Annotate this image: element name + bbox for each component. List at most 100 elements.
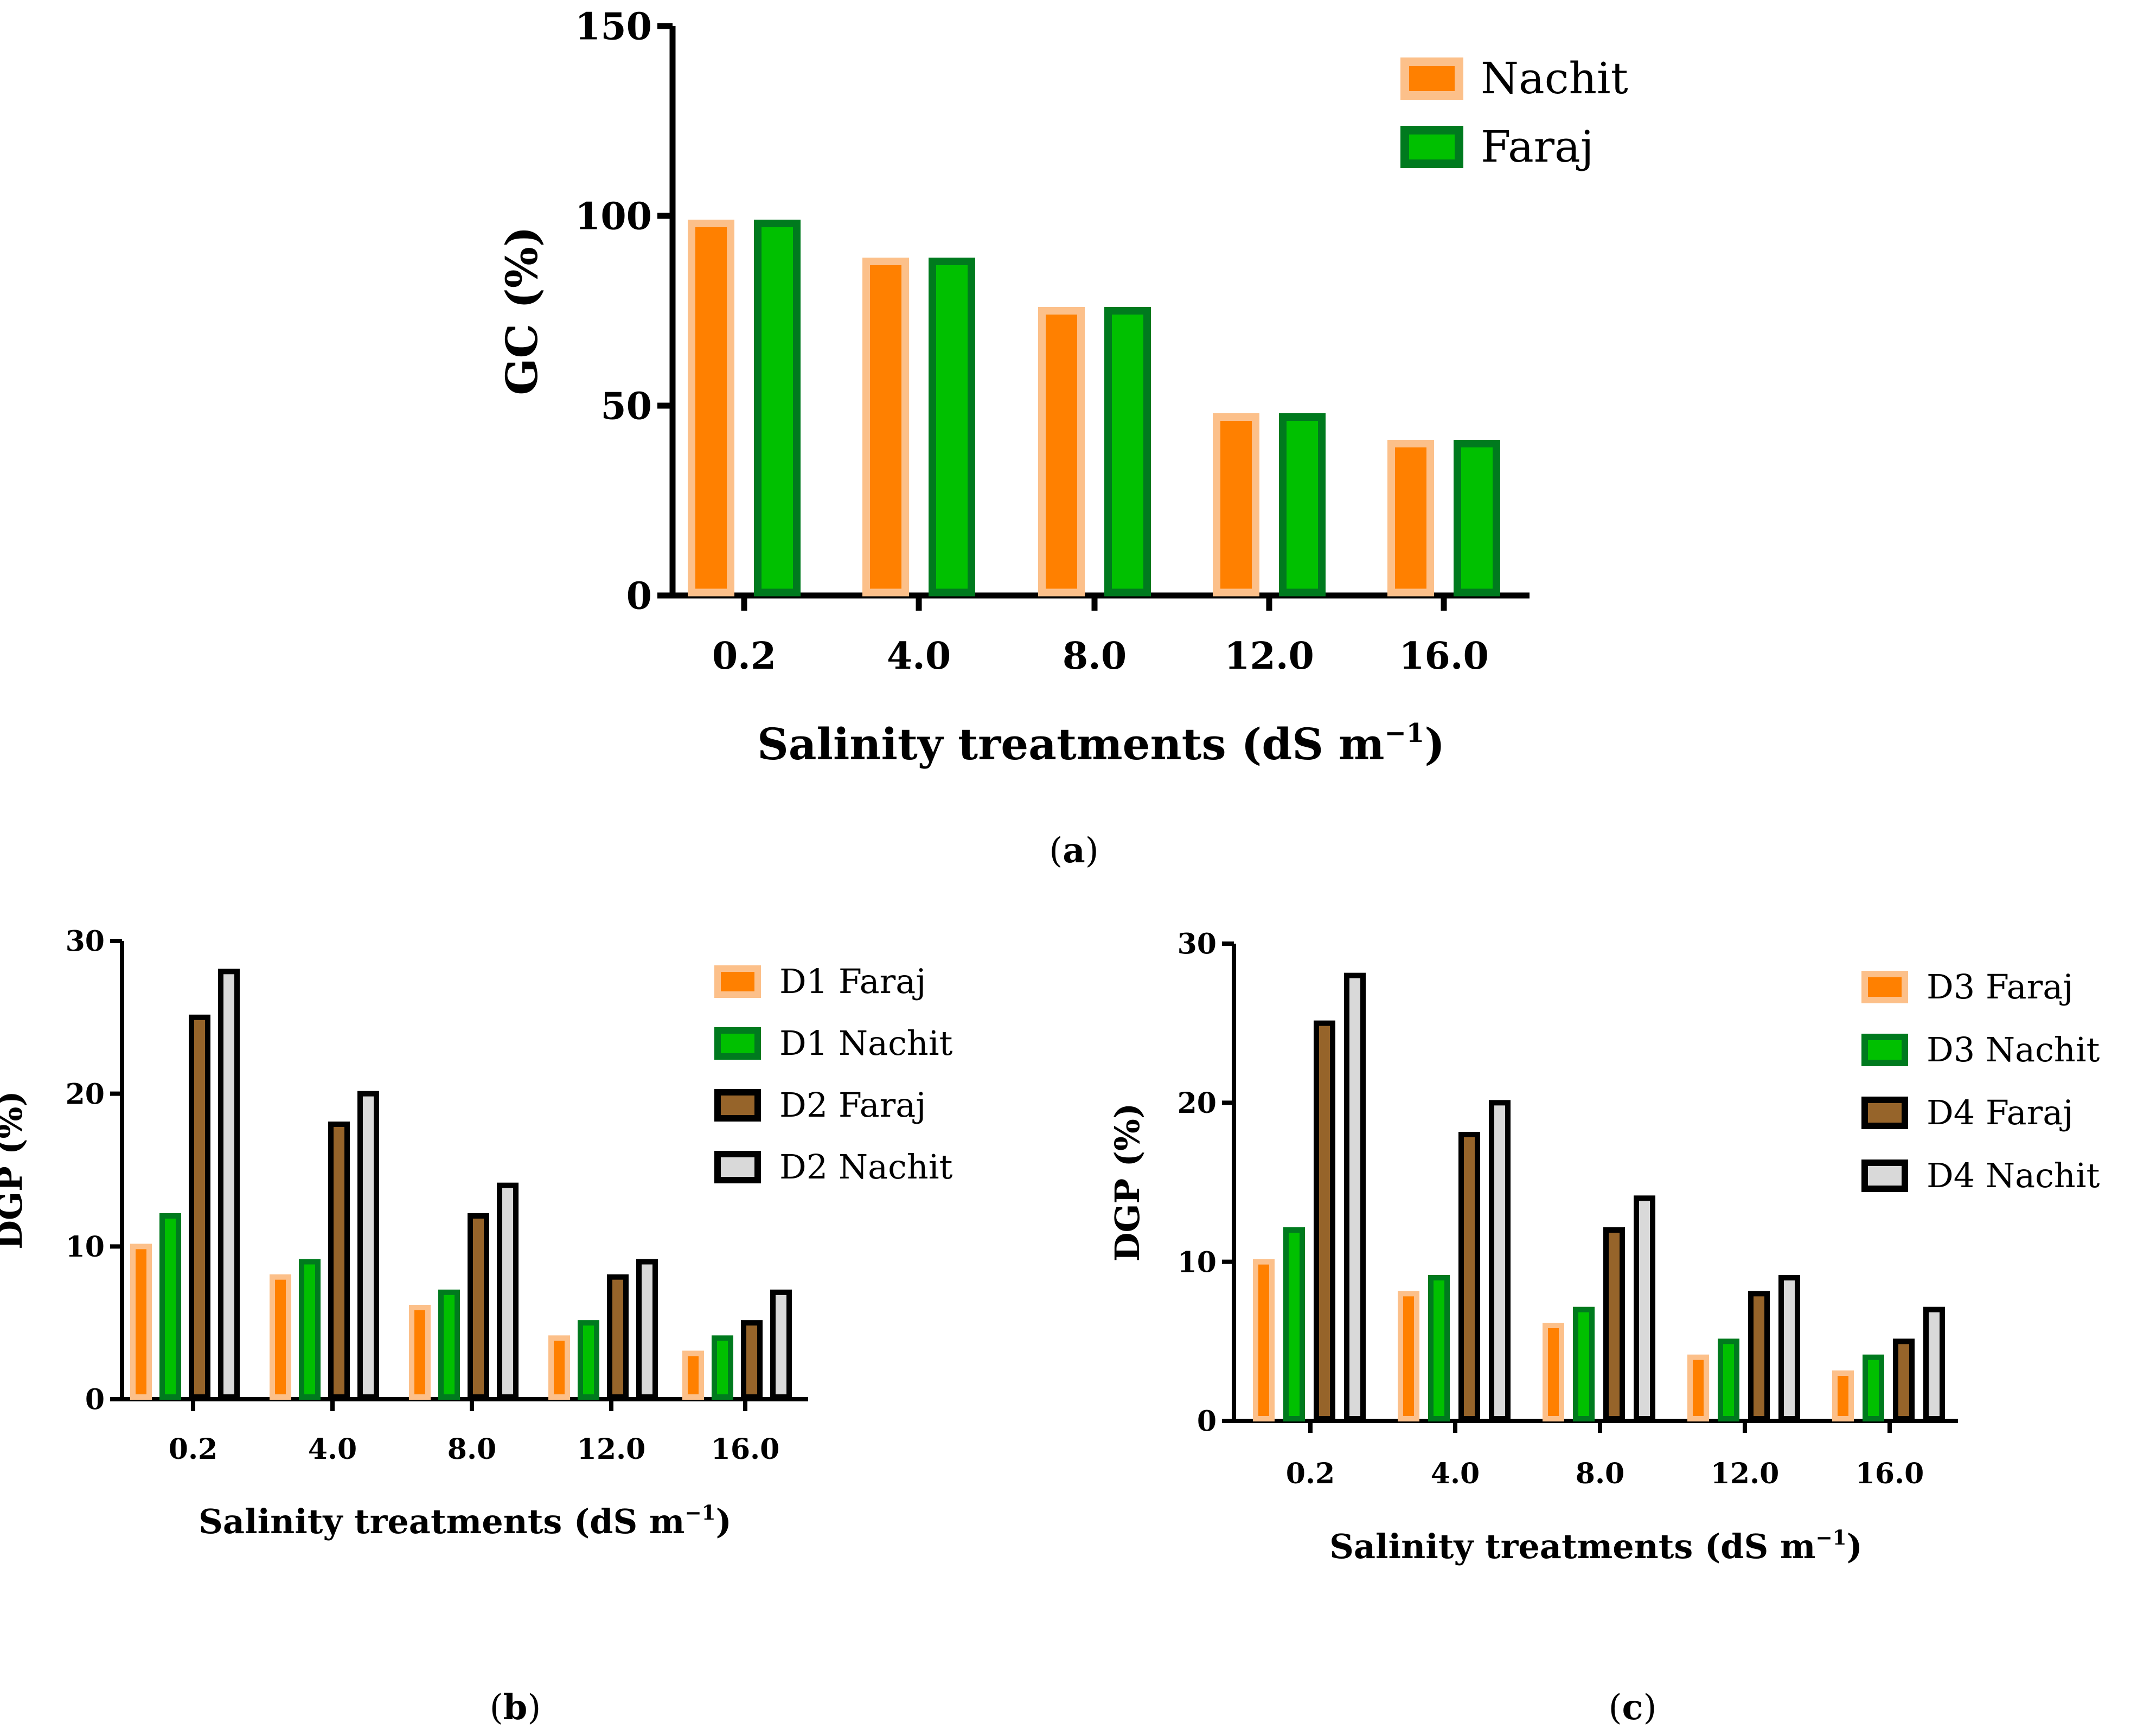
x-tick-label: 12.0: [1224, 635, 1314, 678]
bar-c-s3-c1: [1489, 1100, 1511, 1422]
bar-c-s2-c2: [1603, 1227, 1625, 1421]
legend-label: D2 Nachit: [779, 1147, 953, 1187]
y-tick-label: 30: [66, 925, 105, 958]
x-tick-label: 8.0: [1576, 1457, 1624, 1490]
legend-swatch: [714, 1089, 761, 1122]
x-axis-title: Salinity treatments (dS m−1): [1329, 1526, 1863, 1566]
bar-b-s1-c0: [159, 1213, 181, 1400]
legend-swatch: [714, 1151, 761, 1183]
bar-c-s0-c0: [1253, 1259, 1275, 1422]
bar-a-s1-c3: [1279, 413, 1326, 597]
bar-a-s0-c4: [1387, 440, 1434, 597]
bar-b-s3-c0: [218, 969, 240, 1400]
bar-b-s2-c3: [607, 1274, 629, 1400]
bar-b-s3-c2: [497, 1182, 519, 1400]
bar-c-s2-c0: [1314, 1020, 1335, 1421]
legend-label: D4 Nachit: [1927, 1156, 2100, 1195]
legend-swatch: [714, 1027, 761, 1060]
x-tick-label: 12.0: [1711, 1457, 1780, 1490]
x-tick-label: 0.2: [712, 635, 776, 678]
bar-b-s3-c4: [770, 1289, 792, 1400]
y-axis-title: GC (%): [496, 226, 547, 395]
legend-label: Nachit: [1481, 53, 1628, 104]
x-tick-label: 4.0: [1431, 1457, 1480, 1490]
bar-b-s0-c3: [548, 1335, 570, 1400]
bar-b-s1-c1: [299, 1259, 321, 1400]
bar-c-s1-c4: [1863, 1354, 1884, 1422]
y-tick-label: 20: [1178, 1087, 1217, 1120]
bar-c-s1-c1: [1428, 1275, 1450, 1421]
bar-a-s1-c2: [1104, 307, 1151, 597]
x-tick-label: 4.0: [887, 635, 951, 678]
legend-label: D2 Faraj: [779, 1085, 926, 1125]
y-tick-label: 50: [600, 385, 652, 428]
bar-c-s0-c1: [1398, 1291, 1419, 1421]
bar-b-s0-c4: [682, 1350, 704, 1400]
legend-swatch: [1861, 971, 1908, 1003]
y-tick-label: 0: [626, 574, 652, 618]
legend-b: D1 Faraj D1 Nachit D2 Faraj D2 Nachit: [714, 962, 953, 1187]
x-tick-label: 16.0: [1399, 635, 1489, 678]
y-tick-label: 10: [1178, 1246, 1217, 1279]
legend-swatch: [1861, 1097, 1908, 1129]
x-tick-label: 8.0: [1063, 635, 1127, 678]
chart-b: 0 10 20 30 0.2 4.0 8.0 12.0 16.0 DGP (%) Salinity …: [0, 925, 953, 1541]
bar-a-s0-c2: [1038, 307, 1085, 597]
panel-label-c: (c): [1609, 1687, 1657, 1728]
legend-swatch: [714, 965, 761, 998]
bar-b-s0-c0: [130, 1244, 152, 1400]
x-axis-title: Salinity treatments (dS m−1): [199, 1501, 732, 1541]
x-axis-title: Salinity treatments (dS m−1): [757, 718, 1445, 770]
legend-a: Nachit Faraj: [1400, 53, 1628, 172]
bar-c-s0-c4: [1832, 1370, 1854, 1421]
panel-label-b: (b): [490, 1687, 541, 1728]
y-axis-title: DGP (%): [1108, 1103, 1147, 1262]
y-tick-label: 0: [1197, 1405, 1217, 1438]
x-tick-label: 8.0: [447, 1433, 496, 1466]
bar-b-s1-c4: [712, 1335, 733, 1400]
bar-b-s2-c2: [468, 1213, 489, 1400]
panel-label-a: (a): [1049, 830, 1098, 871]
bar-b-s3-c1: [357, 1091, 379, 1400]
x-tick-label: 12.0: [577, 1433, 646, 1466]
bar-a-s1-c1: [929, 258, 975, 597]
y-tick-label: 0: [85, 1383, 105, 1417]
bar-c-s3-c4: [1923, 1306, 1945, 1422]
y-tick-label: 150: [575, 5, 652, 48]
x-tick-label: 16.0: [711, 1433, 780, 1466]
chart-a: 0 50 100 150 0.2 4.0 8.0 12.0 16.0 GC (%) Salinity…: [496, 5, 1628, 770]
legend-c: D3 Faraj D3 Nachit D4 Faraj D4 Nachit: [1861, 967, 2100, 1195]
x-tick-label: 4.0: [308, 1433, 357, 1466]
bar-a-s1-c0: [754, 220, 801, 597]
bar-b-s1-c2: [438, 1289, 460, 1400]
bar-c-s3-c0: [1344, 972, 1366, 1421]
bar-c-s1-c0: [1283, 1227, 1305, 1421]
bar-b-s0-c1: [270, 1274, 291, 1400]
bar-c-s1-c3: [1718, 1338, 1739, 1421]
bar-b-s3-c3: [636, 1259, 658, 1400]
bar-b-s2-c4: [741, 1320, 763, 1400]
bar-c-s3-c2: [1634, 1195, 1655, 1421]
bar-b-s2-c1: [328, 1122, 350, 1400]
bar-c-s2-c4: [1893, 1338, 1915, 1421]
bar-b-s2-c0: [189, 1014, 210, 1400]
bar-a-s0-c0: [688, 220, 734, 597]
bar-b-s0-c2: [409, 1305, 431, 1400]
legend-label: Faraj: [1481, 121, 1594, 172]
bar-c-s0-c2: [1543, 1323, 1564, 1421]
bar-c-s1-c2: [1573, 1306, 1595, 1422]
bar-c-s2-c1: [1458, 1132, 1480, 1421]
bar-c-s0-c3: [1687, 1354, 1709, 1422]
legend-swatch: [1861, 1160, 1908, 1192]
legend-swatch: [1861, 1034, 1908, 1066]
bar-a-s0-c3: [1213, 413, 1259, 597]
y-tick-label: 100: [575, 195, 652, 238]
x-tick-label: 0.2: [169, 1433, 217, 1466]
x-tick-label: 16.0: [1855, 1457, 1924, 1490]
y-tick-label: 30: [1178, 928, 1217, 961]
legend-label: D1 Faraj: [779, 962, 926, 1001]
y-axis-title: DGP (%): [0, 1091, 30, 1250]
legend-label: D1 Nachit: [779, 1023, 953, 1063]
bar-b-s1-c3: [578, 1320, 599, 1400]
